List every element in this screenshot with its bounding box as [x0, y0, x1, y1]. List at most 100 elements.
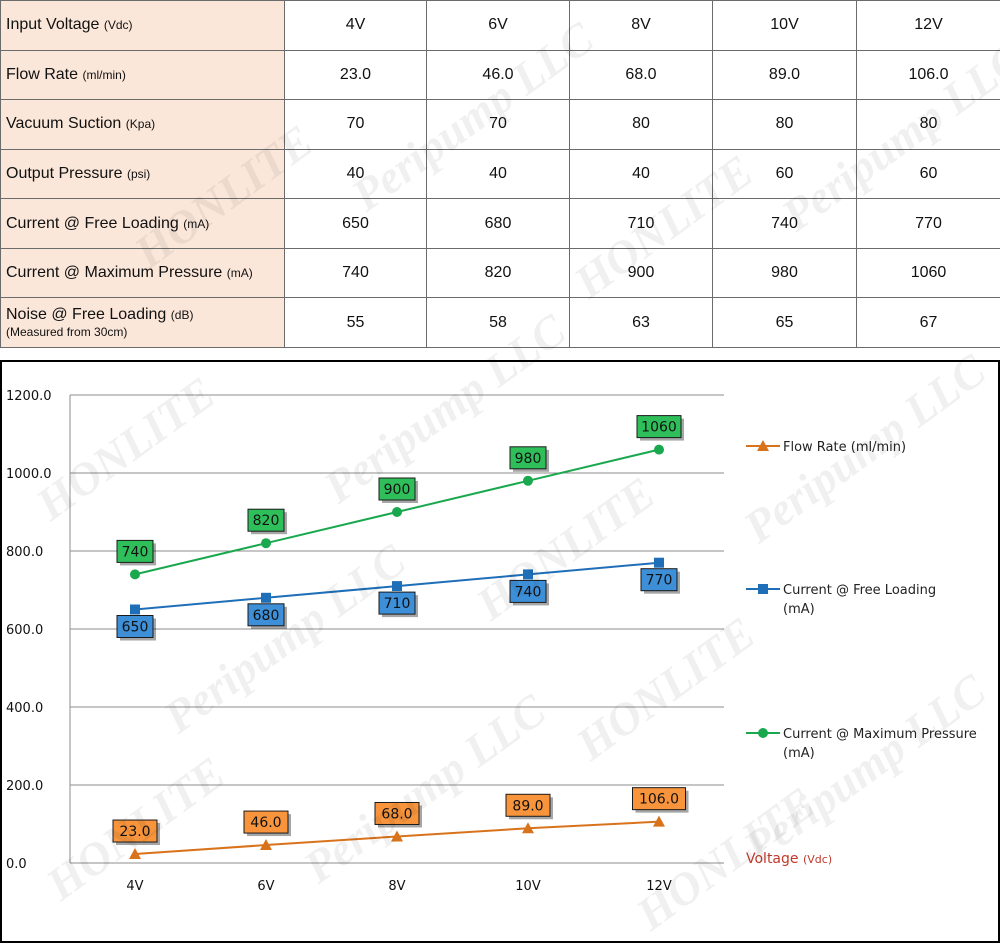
data-label-text: 68.0: [381, 806, 412, 822]
data-label-text: 820: [253, 513, 280, 529]
table-cell: 60: [856, 148, 1000, 200]
data-label-box: [374, 801, 420, 825]
table-cell: 980: [712, 247, 857, 299]
table-row-current-max-pressure: Current @ Maximum Pressure (mA) 740 820 …: [0, 247, 1000, 299]
table-cell: 80: [569, 99, 713, 150]
line-chart: 0.0 200.0 400.0 600.0 800.0 1000.0 1200.0 4V 6V 8…: [6, 389, 977, 894]
data-label: 820: [247, 508, 287, 535]
y-tick-label: 800.0: [6, 545, 43, 560]
x-tick-label: 12V: [646, 879, 672, 894]
data-label-text: 89.0: [512, 798, 543, 814]
data-label-box: [640, 568, 678, 592]
legend-label-line: (mA): [783, 746, 815, 761]
data-point: [523, 569, 533, 580]
data-label: 980: [509, 446, 549, 472]
data-label-box: [247, 603, 285, 627]
table-row-vacuum-suction: Vacuum Suction (Kpa) 70 70 80 80 80: [0, 99, 1000, 150]
header-label: Input Voltage: [6, 16, 100, 34]
data-point: [130, 569, 140, 580]
data-label-text: 740: [122, 544, 149, 560]
data-label-box: [378, 591, 416, 615]
table-cell: 58: [426, 297, 570, 348]
data-label-box: [112, 819, 158, 843]
table-cell: 820: [426, 247, 570, 299]
y-tick-label: 1000.0: [6, 467, 52, 482]
table-cell: 740: [284, 247, 427, 299]
data-label-box: [632, 787, 686, 811]
row-label-cell: Current @ Maximum Pressure (mA): [0, 247, 285, 299]
x-axis-title-unit: (Vdc): [803, 853, 832, 866]
data-label-box: [636, 415, 682, 439]
data-point: [654, 557, 664, 568]
data-label-box: [505, 793, 551, 817]
table-cell: 70: [426, 99, 570, 150]
table-cell: 40: [284, 148, 427, 200]
x-axis-title-text: Voltage: [746, 851, 803, 867]
row-label-cell: Noise @ Free Loading (dB) (Measured from…: [0, 297, 285, 348]
table-cell: 650: [284, 198, 427, 249]
header-value: 6V: [426, 0, 570, 51]
legend-label: Current @ Free Loading (mA): [783, 583, 936, 617]
table-row-current-free-loading: Current @ Free Loading (mA) 650 680 710 …: [0, 198, 1000, 249]
table-cell: 40: [426, 148, 570, 200]
x-tick-label: 4V: [126, 879, 143, 894]
data-point: [391, 830, 403, 842]
header-label-cell: Input Voltage (Vdc): [0, 0, 285, 51]
row-label-cell: Output Pressure (psi): [0, 148, 285, 200]
table-cell: 23.0: [284, 49, 427, 101]
table-cell: 740: [712, 198, 857, 249]
data-point: [130, 604, 140, 615]
data-point: [522, 822, 534, 834]
data-label: 900: [378, 477, 418, 503]
header-value: 12V: [856, 0, 1000, 51]
data-label: 770: [640, 568, 680, 594]
table-cell: 63: [569, 297, 713, 348]
data-label-text: 1060: [641, 420, 677, 436]
header-value: 10V: [712, 0, 857, 51]
legend-marker: [757, 440, 769, 451]
row-unit: (dB): [170, 308, 194, 323]
x-axis-title: Voltage (Vdc): [746, 851, 832, 867]
table-cell: 40: [569, 148, 713, 200]
row-unit: (psi): [126, 166, 151, 181]
x-tick-label: 10V: [515, 879, 541, 894]
legend-marker: [758, 584, 768, 594]
table-cell: 106.0: [856, 49, 1000, 101]
y-tick-label: 600.0: [6, 623, 43, 638]
row-label-cell: Flow Rate (ml/min): [0, 49, 285, 101]
header-value: 4V: [284, 0, 427, 51]
row-unit: (Kpa): [125, 117, 156, 132]
table-cell: 710: [569, 198, 713, 249]
row-unit: (mA): [183, 216, 210, 231]
legend-label-line: Current @ Free Loading: [783, 583, 936, 598]
table-cell: 80: [712, 99, 857, 150]
table-header-row: Input Voltage (Vdc) 4V 6V 8V 10V 12V: [0, 0, 1000, 51]
row-label: Noise @ Free Loading: [6, 306, 167, 324]
data-label: 740: [116, 539, 156, 566]
data-point: [392, 581, 402, 592]
row-label-cell: Current @ Free Loading (mA): [0, 198, 285, 249]
data-point: [654, 444, 664, 455]
data-label-box: [116, 615, 154, 638]
row-sublabel: (Measured from 30cm): [6, 325, 128, 340]
data-label-text: 46.0: [250, 815, 281, 831]
table-cell: 55: [284, 297, 427, 348]
row-unit: (mA): [226, 266, 253, 281]
legend-label-line: Current @ Maximum Pressure: [783, 727, 977, 742]
data-label-text: 710: [384, 596, 411, 612]
data-point: [523, 475, 533, 486]
data-label: 710: [378, 591, 418, 618]
row-label: Current @ Maximum Pressure: [6, 264, 223, 282]
data-label-text: 23.0: [119, 824, 150, 840]
table-cell: 770: [856, 198, 1000, 249]
table-row-output-pressure: Output Pressure (psi) 40 40 40 60 60: [0, 148, 1000, 200]
legend-label-line: (mA): [783, 602, 815, 617]
data-label: 740: [509, 579, 549, 606]
y-tick-label: 1200.0: [6, 389, 52, 404]
row-label-cell: Vacuum Suction (Kpa): [0, 99, 285, 150]
chart-panel: 0.0 200.0 400.0 600.0 800.0 1000.0 1200.0 4V 6V 8…: [0, 304, 1000, 943]
table-cell: 900: [569, 247, 713, 299]
data-label: 68.0: [374, 801, 422, 828]
data-label-box: [378, 477, 416, 501]
data-label-text: 106.0: [639, 792, 679, 808]
